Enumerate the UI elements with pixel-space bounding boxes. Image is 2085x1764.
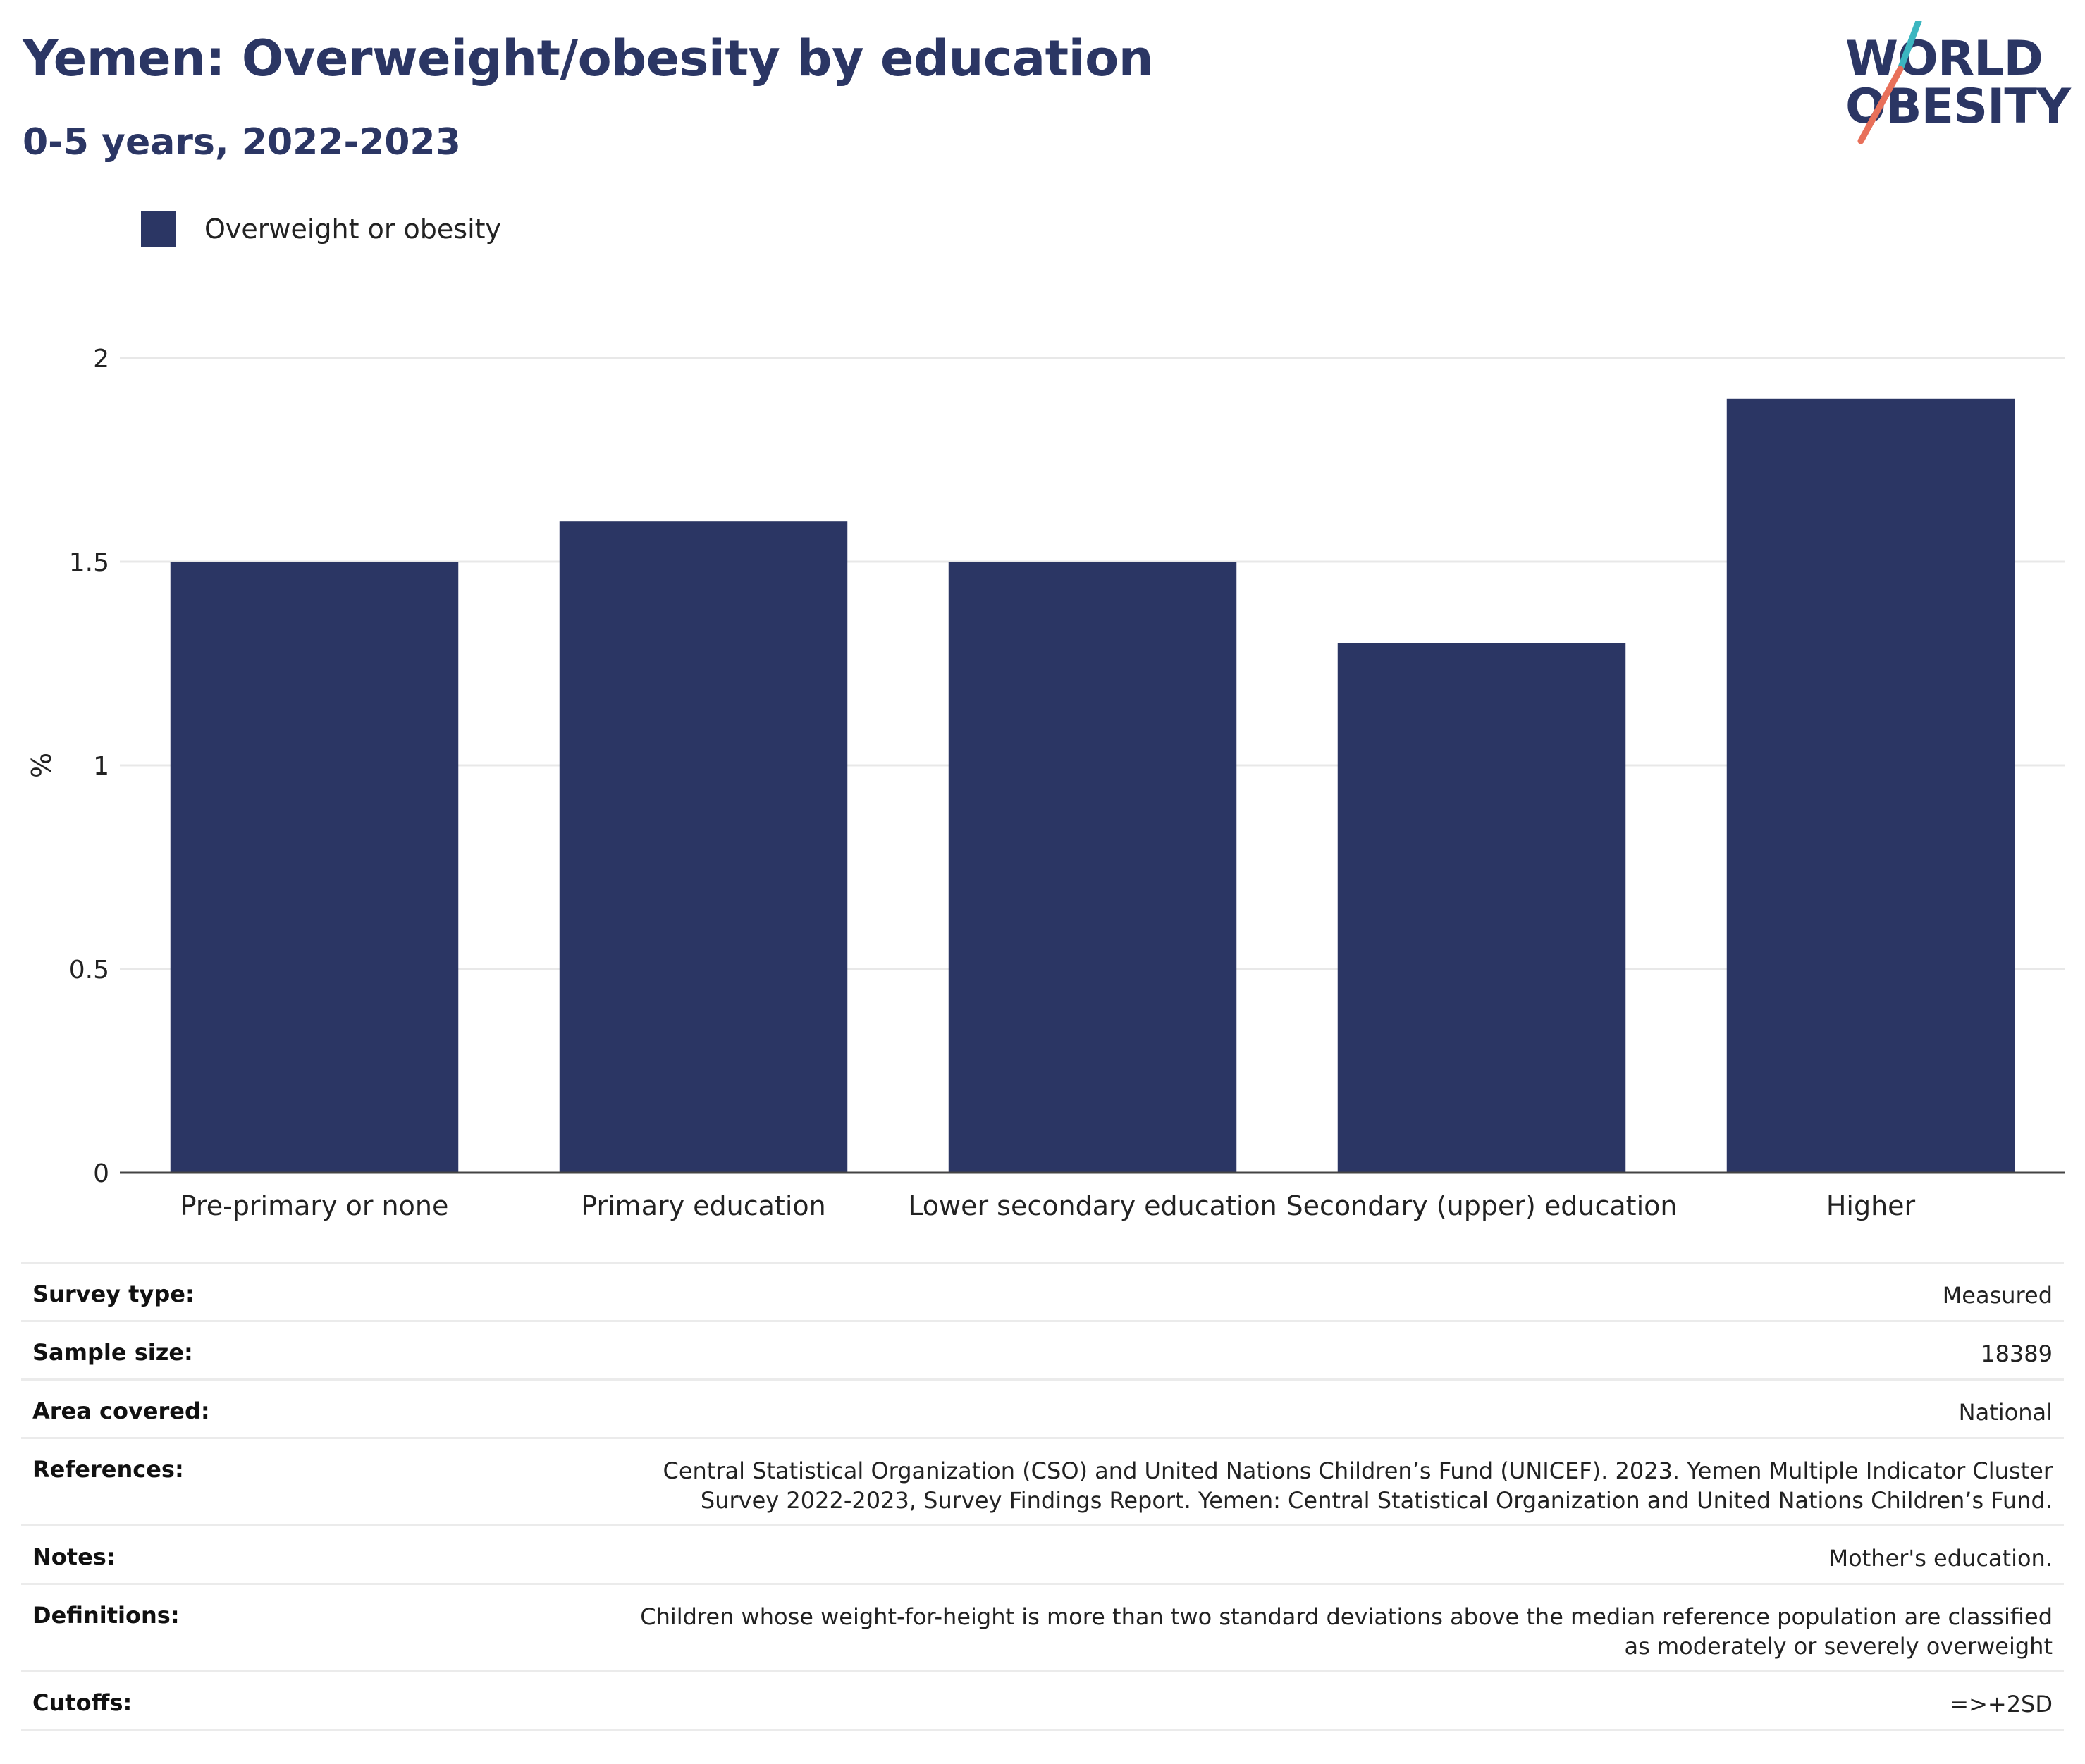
meta-value: Measured xyxy=(1942,1282,2053,1309)
meta-label: Definitions: xyxy=(21,1583,266,1672)
meta-row: Area covered: National xyxy=(21,1378,2064,1438)
bar xyxy=(948,562,1237,1173)
y-tick-label: 1 xyxy=(93,752,109,781)
bar xyxy=(170,562,459,1173)
meta-value: Mother's education. xyxy=(1828,1545,2053,1572)
chart-title: Yemen: Overweight/obesity by education xyxy=(23,30,1154,87)
meta-label: Survey type: xyxy=(21,1262,266,1321)
meta-row: Definitions: Children whose weight-for-he… xyxy=(21,1583,2064,1672)
logo-slash-icon xyxy=(1857,21,1922,144)
chart-legend: Overweight or obesity xyxy=(141,211,501,247)
meta-row: Survey type: Measured xyxy=(21,1262,2064,1321)
meta-value: =>+2SD xyxy=(1950,1691,2053,1717)
x-tick-label: Lower secondary education xyxy=(908,1190,1277,1221)
x-tick-label: Pre-primary or none xyxy=(180,1190,449,1221)
legend-label: Overweight or obesity xyxy=(204,214,502,245)
meta-value: National xyxy=(1958,1399,2053,1426)
meta-value: Children whose weight-for-height is more… xyxy=(640,1603,2053,1660)
y-tick-label: 1.5 xyxy=(69,548,109,577)
y-tick-label: 2 xyxy=(93,345,109,374)
bar-chart: 0 0.5 1 1.5 2% Pre-primary or none Primary edu… xyxy=(26,345,2065,1221)
meta-value-cell: =>+2SD xyxy=(266,1670,2064,1731)
meta-label: Sample size: xyxy=(21,1320,266,1380)
y-tick-label: 0.5 xyxy=(69,956,109,985)
bar xyxy=(1337,643,1626,1173)
legend-swatch xyxy=(141,211,176,247)
x-tick-label: Higher xyxy=(1826,1190,1916,1221)
meta-value: Central Statistical Organization (CSO) a… xyxy=(663,1457,2053,1514)
meta-value-cell: National xyxy=(266,1378,2064,1438)
logo-line-world: WORLD xyxy=(1845,31,2043,87)
meta-value-cell: 18389 xyxy=(266,1320,2064,1380)
y-tick-label: 0 xyxy=(93,1159,109,1188)
survey-details-table: Survey type: Measured Sample size: 18389 Are… xyxy=(21,1262,2064,1731)
chart-subtitle: 0-5 years, 2022-2023 xyxy=(23,121,461,164)
meta-label: Area covered: xyxy=(21,1378,266,1438)
meta-value-cell: Measured xyxy=(266,1262,2064,1321)
meta-label: References: xyxy=(21,1437,266,1526)
meta-value: 18389 xyxy=(1981,1340,2053,1367)
meta-row: Notes: Mother's education. xyxy=(21,1524,2064,1584)
meta-row: Cutoffs: =>+2SD xyxy=(21,1670,2064,1731)
meta-value-cell: Children whose weight-for-height is more… xyxy=(266,1583,2064,1672)
meta-label: Cutoffs: xyxy=(21,1670,266,1731)
x-tick-label: Secondary (upper) education xyxy=(1286,1190,1678,1221)
x-tick-label: Primary education xyxy=(581,1190,825,1221)
meta-row: References: Central Statistical Organizat… xyxy=(21,1437,2064,1526)
y-axis-label: % xyxy=(26,753,57,778)
meta-value-cell: Central Statistical Organization (CSO) a… xyxy=(266,1437,2064,1526)
world-obesity-logo: WORLD OBESITY xyxy=(1833,21,2072,148)
meta-label: Notes: xyxy=(21,1524,266,1584)
bar xyxy=(1726,398,2015,1173)
meta-value-cell: Mother's education. xyxy=(266,1524,2064,1584)
meta-row: Sample size: 18389 xyxy=(21,1320,2064,1380)
bar xyxy=(559,521,848,1173)
